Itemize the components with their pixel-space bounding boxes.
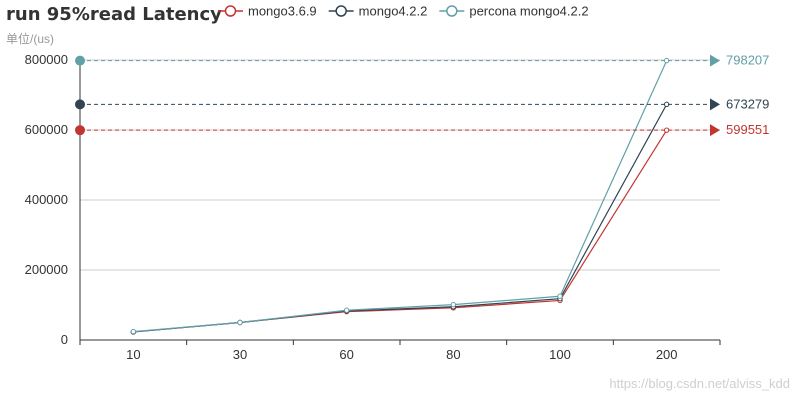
x-tick-label: 200 — [656, 347, 678, 362]
legend-swatch-marker — [446, 5, 458, 17]
series-line — [133, 104, 668, 333]
max-markers: 599551 673279 798207 — [75, 53, 769, 137]
x-tick-label: 30 — [233, 347, 247, 362]
max-value-label: 673279 — [726, 96, 769, 111]
data-point — [130, 328, 137, 335]
y-tick-label: 400000 — [25, 192, 68, 207]
x-tick-label: 10 — [126, 347, 140, 362]
series-lines — [130, 57, 670, 335]
max-line-arrow — [710, 124, 720, 137]
max-line-start-dot — [75, 55, 85, 66]
max-value-label: 798207 — [726, 53, 769, 68]
x-tick-label: 80 — [446, 347, 460, 362]
chart-title: run 95%read Latency — [6, 4, 222, 25]
legend-entry: percona mongo4.2.2 — [469, 4, 588, 19]
series-line — [133, 129, 668, 333]
data-point — [343, 307, 350, 313]
max-value-label: 599551 — [726, 122, 769, 137]
max-line-arrow — [710, 54, 720, 67]
data-point — [450, 301, 457, 308]
data-point — [557, 293, 563, 299]
series-line — [133, 60, 668, 333]
y-tick-label: 200000 — [25, 262, 68, 277]
x-tick-label: 60 — [339, 347, 353, 362]
legend-swatch-marker — [224, 5, 237, 17]
data-point — [237, 319, 243, 326]
y-tick-label: 800000 — [25, 52, 68, 67]
legend: mongo3.6.9 mongo4.2.2 percona mongo4.2.2 — [218, 4, 589, 19]
watermark: https://blog.csdn.net/alviss_kdd — [609, 376, 790, 391]
max-line-arrow — [710, 98, 720, 111]
legend-entry: mongo4.2.2 — [359, 4, 428, 19]
unit-label: 单位/(us) — [6, 31, 54, 46]
axes: 0 200000 400000 600000 800000 10 30 60 80 100 200 — [25, 52, 721, 362]
y-tick-label: 600000 — [25, 122, 68, 137]
max-line-start-dot — [75, 99, 85, 110]
grid-lines — [80, 59, 720, 271]
legend-entry: mongo3.6.9 — [248, 4, 317, 19]
legend-swatch-marker — [335, 5, 347, 17]
x-tick-label: 100 — [549, 347, 571, 362]
y-tick-label: 0 — [61, 332, 68, 347]
max-line-start-dot — [75, 125, 85, 136]
